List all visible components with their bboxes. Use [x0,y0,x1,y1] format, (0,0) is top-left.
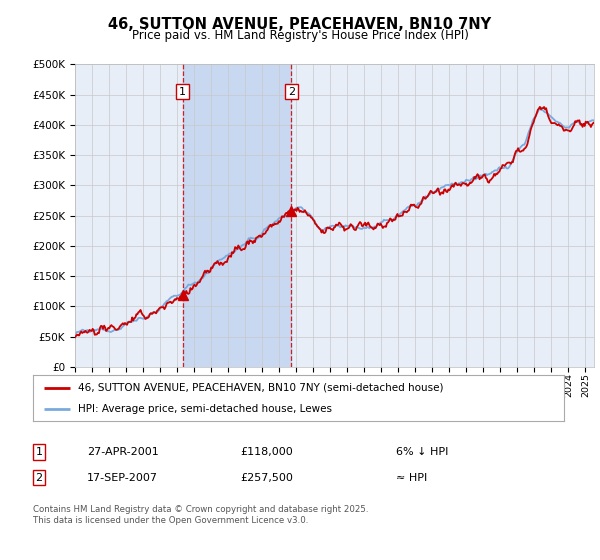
Text: ≈ HPI: ≈ HPI [396,473,427,483]
Text: 46, SUTTON AVENUE, PEACEHAVEN, BN10 7NY: 46, SUTTON AVENUE, PEACEHAVEN, BN10 7NY [109,17,491,32]
Text: Contains HM Land Registry data © Crown copyright and database right 2025.
This d: Contains HM Land Registry data © Crown c… [33,505,368,525]
Text: 27-APR-2001: 27-APR-2001 [87,447,159,457]
Text: £118,000: £118,000 [240,447,293,457]
Text: 6% ↓ HPI: 6% ↓ HPI [396,447,448,457]
Text: HPI: Average price, semi-detached house, Lewes: HPI: Average price, semi-detached house,… [78,404,332,414]
Bar [182,64,292,367]
Text: 1: 1 [35,447,43,457]
Text: Price paid vs. HM Land Registry's House Price Index (HPI): Price paid vs. HM Land Registry's House … [131,29,469,42]
Text: 2: 2 [35,473,43,483]
Text: 2: 2 [288,87,295,97]
Text: £257,500: £257,500 [240,473,293,483]
Text: 17-SEP-2007: 17-SEP-2007 [87,473,158,483]
Text: 46, SUTTON AVENUE, PEACEHAVEN, BN10 7NY (semi-detached house): 46, SUTTON AVENUE, PEACEHAVEN, BN10 7NY … [78,382,443,393]
Text: 1: 1 [179,87,186,97]
